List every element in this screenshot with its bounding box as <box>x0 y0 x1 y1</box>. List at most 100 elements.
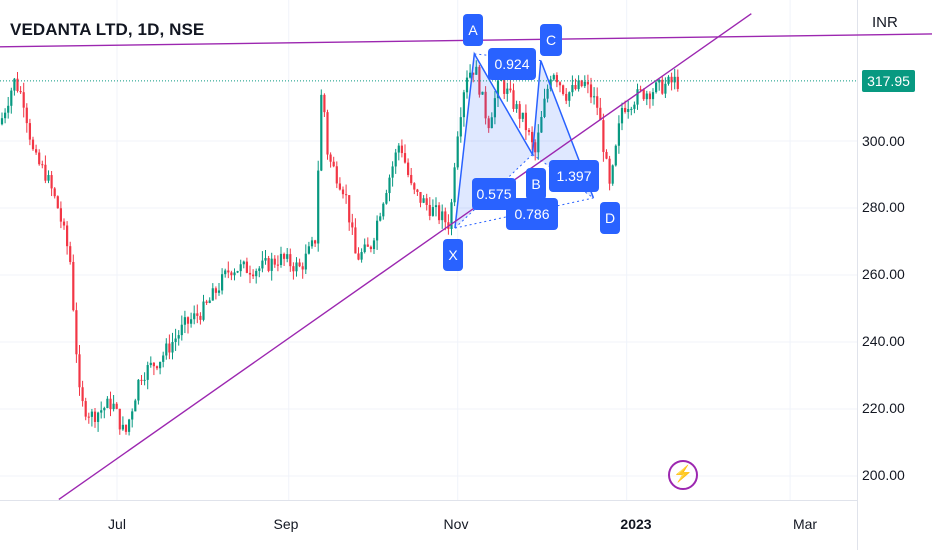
candle-body <box>199 315 202 320</box>
candle-body <box>227 270 230 273</box>
candle-body <box>165 343 168 356</box>
candle-body <box>233 272 236 276</box>
candle-body <box>524 112 527 131</box>
candle-body <box>425 198 428 205</box>
candle-body <box>676 76 679 89</box>
candle-body <box>261 260 264 269</box>
candle-body <box>366 244 369 247</box>
candle-body <box>379 216 382 221</box>
candle-body <box>651 92 655 100</box>
candle-body <box>484 91 487 119</box>
candle-body <box>310 240 314 247</box>
candle-body <box>456 136 459 168</box>
candle-body <box>168 343 171 353</box>
candle-body <box>273 258 276 265</box>
candle-body <box>159 361 162 369</box>
candle-body <box>230 272 233 276</box>
candle-body <box>255 270 258 277</box>
candle-body <box>459 117 462 137</box>
candle-body <box>10 90 13 106</box>
candle-body <box>248 272 252 275</box>
candle-body <box>546 88 549 99</box>
candle-body <box>4 112 7 119</box>
candle-body <box>670 76 673 83</box>
candle-body <box>453 167 456 203</box>
candle-body <box>87 416 90 418</box>
candle-body <box>16 78 19 91</box>
candle-body <box>264 258 267 261</box>
candle-body <box>493 98 496 118</box>
candle-body <box>345 194 348 196</box>
x-tick-sep: Sep <box>273 516 299 532</box>
candle-body <box>317 170 320 244</box>
candle-body <box>276 264 279 266</box>
candle-body <box>369 246 372 250</box>
candle-body <box>171 342 174 353</box>
grid <box>0 0 858 550</box>
point-label-a: A <box>463 14 483 46</box>
candle-body <box>636 89 639 105</box>
candle-body <box>66 225 69 247</box>
candle-body <box>62 221 66 226</box>
candle-body <box>512 90 515 109</box>
candle-body <box>323 94 326 113</box>
candle-body <box>143 379 146 381</box>
candle-body <box>648 93 651 100</box>
point-label-d: D <box>600 202 620 234</box>
candle-body <box>155 366 159 369</box>
candle-body <box>565 93 568 101</box>
candle-body <box>118 408 121 430</box>
candle-body <box>503 79 506 94</box>
candle-body <box>608 158 611 184</box>
candle-body <box>363 244 366 253</box>
candle-body <box>329 154 332 162</box>
candle-body <box>397 145 400 153</box>
candle-body <box>372 240 376 250</box>
lightning-icon[interactable]: ⚡ <box>668 460 698 490</box>
candle-body <box>599 107 602 121</box>
candle-body <box>59 208 62 222</box>
ratio-xab: 0.924 <box>488 48 536 80</box>
candle-body <box>137 379 140 401</box>
candle-body <box>410 174 413 184</box>
candle-body <box>93 411 97 422</box>
point-label-x: X <box>443 239 463 271</box>
candle-body <box>571 85 574 93</box>
candle-body <box>307 246 310 254</box>
candle-body <box>438 205 441 221</box>
candle-body <box>38 152 41 165</box>
candle-body <box>583 81 586 87</box>
candle-body <box>106 398 109 408</box>
candle-body <box>314 240 317 244</box>
candle-body <box>236 271 239 273</box>
candle-body <box>162 355 165 362</box>
ratio-bcd: 1.397 <box>549 160 599 192</box>
candle-body <box>416 189 419 192</box>
candle-body <box>149 362 152 366</box>
candle-body <box>382 203 385 217</box>
candle-body <box>478 66 481 95</box>
candle-body <box>186 317 190 324</box>
candle-body <box>224 270 227 275</box>
candle-body <box>589 84 593 98</box>
candle-body <box>205 301 208 303</box>
candle-body <box>69 246 72 262</box>
candle-body <box>146 365 149 380</box>
candle-body <box>462 92 465 118</box>
candle-body <box>193 313 196 320</box>
candle-body <box>211 288 214 301</box>
candle-body <box>357 253 360 260</box>
candle-body <box>28 123 31 140</box>
candle-body <box>338 183 341 190</box>
candle-body <box>286 254 289 259</box>
candle-body <box>134 400 137 412</box>
candle-body <box>183 317 186 325</box>
candle-body <box>537 132 540 153</box>
candle-body <box>97 412 100 422</box>
candle-body <box>611 165 614 184</box>
candle-body <box>543 98 546 117</box>
candle-body <box>351 222 354 228</box>
ratio-xad: 0.786 <box>506 198 558 230</box>
candle-body <box>385 193 388 204</box>
